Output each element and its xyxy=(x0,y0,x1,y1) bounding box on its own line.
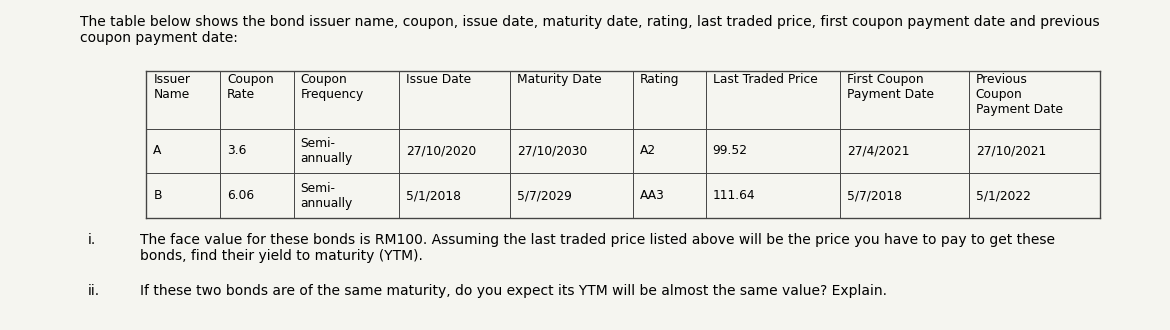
Text: Last Traded Price: Last Traded Price xyxy=(713,73,818,85)
Text: 3.6: 3.6 xyxy=(227,145,247,157)
Text: 5/1/2022: 5/1/2022 xyxy=(976,189,1031,202)
Text: A: A xyxy=(153,145,161,157)
Text: ii.: ii. xyxy=(88,284,99,298)
Text: 27/10/2030: 27/10/2030 xyxy=(517,145,587,157)
Text: AA3: AA3 xyxy=(640,189,665,202)
Text: The table below shows the bond issuer name, coupon, issue date, maturity date, r: The table below shows the bond issuer na… xyxy=(80,15,1099,45)
Text: 27/4/2021: 27/4/2021 xyxy=(847,145,909,157)
Text: 111.64: 111.64 xyxy=(713,189,755,202)
Text: 5/7/2029: 5/7/2029 xyxy=(517,189,572,202)
Text: Rating: Rating xyxy=(640,73,680,85)
Text: 99.52: 99.52 xyxy=(713,145,748,157)
Text: 6.06: 6.06 xyxy=(227,189,254,202)
Text: Issue Date: Issue Date xyxy=(406,73,472,85)
Text: Issuer
Name: Issuer Name xyxy=(153,73,191,101)
Text: B: B xyxy=(153,189,161,202)
Text: If these two bonds are of the same maturity, do you expect its YTM will be almos: If these two bonds are of the same matur… xyxy=(140,284,887,298)
Text: Semi-
annually: Semi- annually xyxy=(301,182,353,210)
Text: Coupon
Rate: Coupon Rate xyxy=(227,73,274,101)
Text: Semi-
annually: Semi- annually xyxy=(301,137,353,165)
Text: 5/7/2018: 5/7/2018 xyxy=(847,189,902,202)
Text: 27/10/2021: 27/10/2021 xyxy=(976,145,1046,157)
Text: First Coupon
Payment Date: First Coupon Payment Date xyxy=(847,73,934,101)
Text: Previous
Coupon
Payment Date: Previous Coupon Payment Date xyxy=(976,73,1062,115)
Text: 27/10/2020: 27/10/2020 xyxy=(406,145,476,157)
Text: A2: A2 xyxy=(640,145,656,157)
Text: The face value for these bonds is RM100. Assuming the last traded price listed a: The face value for these bonds is RM100.… xyxy=(140,233,1055,263)
Text: Coupon
Frequency: Coupon Frequency xyxy=(301,73,364,101)
Text: Maturity Date: Maturity Date xyxy=(517,73,601,85)
Text: 5/1/2018: 5/1/2018 xyxy=(406,189,461,202)
Text: i.: i. xyxy=(88,233,96,247)
